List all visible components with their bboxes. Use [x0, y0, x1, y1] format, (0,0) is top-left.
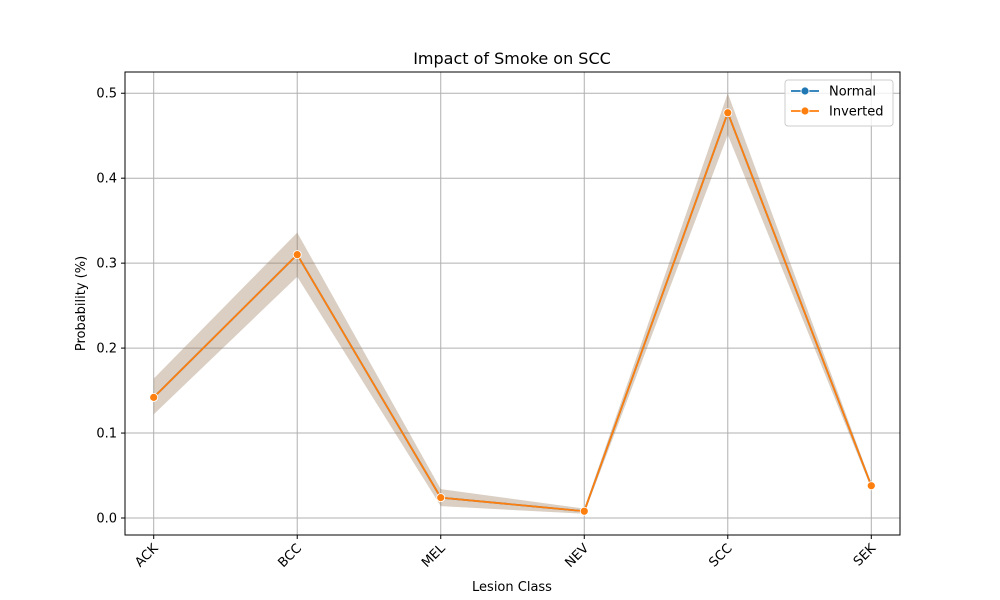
x-tick-label: MEL	[419, 541, 449, 571]
x-tick-label: SEK	[851, 541, 880, 570]
data-point	[579, 506, 589, 516]
y-axis-ticks: 0.0 0.1 0.2 0.3 0.4 0.5	[96, 87, 125, 527]
x-axis-label: Lesion Class	[472, 580, 552, 595]
y-tick-label: 0.0	[96, 512, 117, 527]
legend-marker	[800, 106, 810, 116]
series-lines	[153, 110, 873, 513]
data-point	[292, 250, 302, 260]
x-tick-label: SCC	[706, 541, 735, 570]
legend: Normal Inverted	[784, 79, 894, 127]
legend-label: Normal	[829, 85, 876, 100]
x-axis-ticks: ACK BCC MEL NEV SCC SEK	[132, 535, 879, 571]
y-tick-label: 0.5	[96, 87, 117, 102]
y-tick-label: 0.1	[96, 427, 117, 442]
data-point	[866, 481, 876, 491]
x-tick-label: ACK	[132, 541, 162, 571]
x-tick-label: NEV	[562, 541, 592, 571]
y-tick-label: 0.3	[96, 257, 117, 272]
plot-frame	[124, 71, 901, 536]
legend-label: Inverted	[829, 105, 883, 120]
data-point	[149, 392, 159, 402]
chart-title: Impact of Smoke on SCC	[413, 49, 611, 68]
confidence-band-inverted	[153, 93, 872, 514]
series-line-inverted	[153, 110, 873, 513]
confidence-band-normal	[153, 93, 872, 514]
data-point	[436, 493, 446, 503]
data-point	[723, 108, 733, 118]
grid-layer	[125, 72, 900, 535]
y-tick-label: 0.4	[96, 172, 117, 187]
series-points	[149, 108, 876, 516]
x-tick-label: BCC	[275, 541, 305, 571]
series-line-normal	[153, 110, 873, 513]
y-tick-label: 0.2	[96, 342, 117, 357]
legend-items: Normal Inverted	[791, 85, 883, 120]
confidence-bands	[153, 93, 872, 514]
legend-marker	[800, 86, 810, 96]
y-axis-label: Probability (%)	[74, 256, 89, 351]
